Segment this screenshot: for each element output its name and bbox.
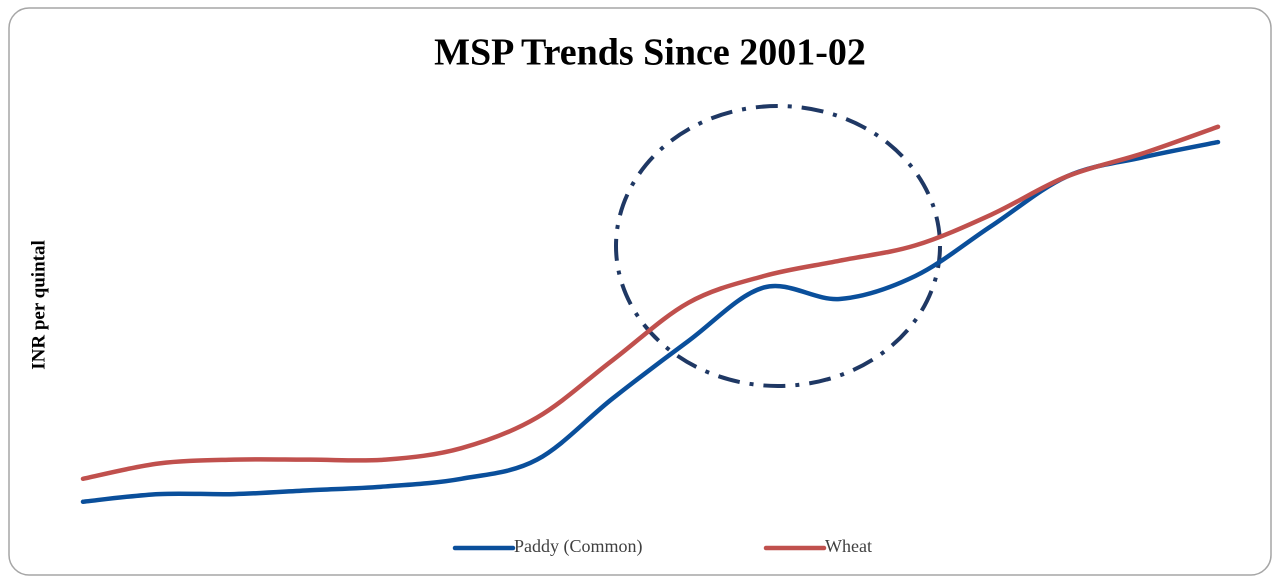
series-line (80, 124, 1221, 482)
chart-frame (8, 7, 1272, 576)
series-line (80, 139, 1221, 504)
chart-title: MSP Trends Since 2001-02 (434, 32, 866, 74)
legend-label: Paddy (Common) (514, 536, 643, 557)
legend-label: Wheat (825, 536, 872, 556)
highlight-circle (614, 104, 942, 388)
y-axis-label: INR per quintal (28, 240, 49, 370)
